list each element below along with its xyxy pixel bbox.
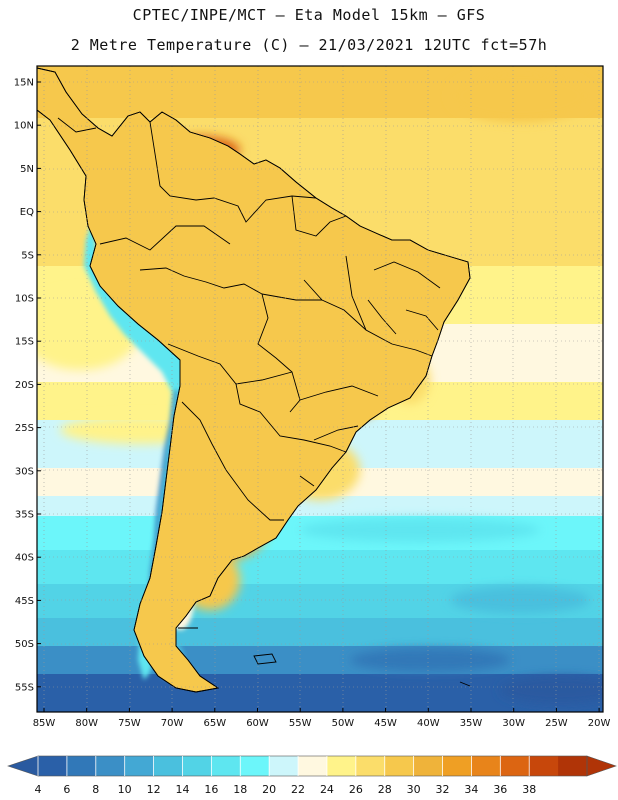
colorbar-tick-label: 24 [320,783,334,796]
colorbar-tick-label: 26 [349,783,363,796]
colorbar-swatch [153,756,183,776]
colorbar-tick-label: 6 [63,783,70,796]
colorbar-tick-label: 28 [378,783,392,796]
colorbar-swatch [66,756,97,776]
colorbar-swatch [529,756,559,776]
lon-label: 25W [545,718,568,729]
lat-label: 45S [15,596,34,607]
lon-label: 30W [502,718,525,729]
lat-label: 20S [15,380,34,391]
colorbar-tick-label: 38 [522,783,536,796]
lon-label: 60W [246,718,269,729]
colorbar-under-arrow [7,755,39,777]
colorbar-tick-label: 8 [92,783,99,796]
colorbar-tick-label: 32 [436,783,450,796]
map-title-line1: CPTEC/INPE/MCT – Eta Model 15km – GFS [132,6,486,24]
lat-label: 10N [14,121,34,132]
colorbar-tick-label: 12 [147,783,161,796]
colorbar-swatch [384,756,415,776]
lat-label: 15S [15,337,34,348]
lat-label: 40S [15,553,34,564]
lat-label: 10S [15,294,34,305]
lon-label: 50W [332,718,355,729]
lon-label: 35W [460,718,483,729]
longitude-axis: 85W 80W 75W 70W 65W 60W 55W 50W 45W 40W 35W 30W 25W 2… [33,708,611,729]
colorbar-tick-label: 4 [35,783,42,796]
map-frame [36,65,604,713]
latitude-axis: 15N 10N 5N EQ 5S 10S 15S 20S 25S 30S 35S 40S 45S 50S 5… [14,78,41,693]
colorbar-swatch [326,756,357,776]
lat-label: 5S [21,250,34,261]
colorbar-tick-label: 30 [407,783,421,796]
colorbar-over-arrow [586,755,617,777]
colorbar-tick-label: 10 [118,783,132,796]
map-borders [37,67,471,693]
colorbar-tick-label: 18 [233,783,247,796]
colorbar-swatch [500,756,530,776]
colorbar-swatch [240,756,270,776]
map-title-line2: 2 Metre Temperature (C) – 21/03/2021 12U… [70,36,548,54]
colorbar-swatch [211,756,241,776]
colorbar: 4 6 8 10 12 14 16 18 20 22 24 26 28 30 32 34 36 38 [7,755,617,796]
lat-label: 5N [20,164,34,175]
lon-label: 40W [417,718,440,729]
lat-label: 55S [15,682,34,693]
colorbar-swatch [124,756,154,776]
colorbar-swatch [471,756,501,776]
colorbar-swatch [442,756,472,776]
colorbar-swatch [355,756,386,776]
colorbar-tick-label: 36 [493,783,507,796]
lon-label: 65W [203,718,226,729]
colorbar-tick-label: 20 [262,783,276,796]
lon-label: 75W [118,718,141,729]
lon-label: 85W [33,718,56,729]
colorbar-tick-label: 14 [175,783,189,796]
lon-label: 45W [374,718,397,729]
lon-label: 55W [289,718,312,729]
lat-label: 30S [15,466,34,477]
lat-label: 15N [14,78,34,89]
colorbar-swatch [95,756,126,776]
colorbar-swatch [38,756,68,776]
lat-label: EQ [20,207,34,218]
colorbar-swatch [413,756,443,776]
lon-label: 20W [588,718,611,729]
temperature-field [37,66,603,712]
lon-label: 70W [161,718,184,729]
colorbar-tick-label: 34 [464,783,478,796]
colorbar-swatch [182,756,212,776]
lat-label: 25S [15,423,34,434]
colorbar-swatch [298,756,328,776]
lat-label: 35S [15,510,34,521]
colorbar-swatch [269,756,299,776]
colorbar-swatch [558,756,588,776]
colorbar-tick-label: 16 [204,783,218,796]
lon-label: 80W [75,718,98,729]
lat-label: 50S [15,639,34,650]
colorbar-tick-label: 22 [291,783,305,796]
